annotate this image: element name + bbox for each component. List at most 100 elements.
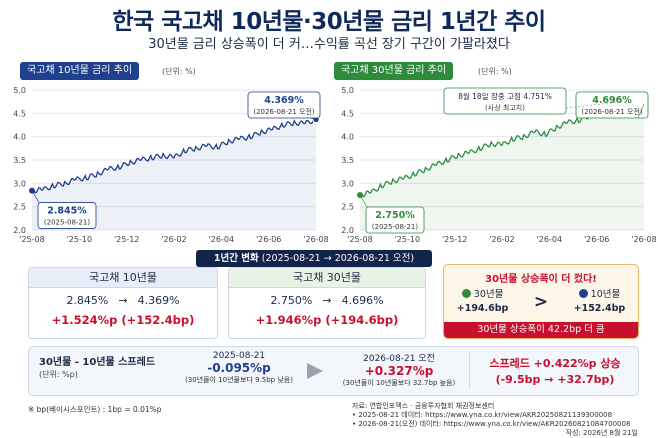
compare-gt: > <box>533 292 549 312</box>
end-annotation-box <box>247 91 321 119</box>
series-area <box>32 119 316 230</box>
spread-date2: 2026-08-21 오전 <box>363 354 435 364</box>
footer-date: 작성: 2026년 8월 21일 <box>565 429 638 437</box>
x-tick-label: '25-08 <box>19 235 44 244</box>
spread-date1: 2025-08-21 <box>212 351 266 361</box>
x-tick-label: '26-02 <box>161 235 186 244</box>
arrow-icon: → <box>118 294 128 307</box>
compare-b10-label: 10년물 <box>590 289 621 300</box>
compare-b30-value: +194.6bp <box>456 303 509 314</box>
spread-result1: 스프레드 +0.422%p 상승 <box>489 357 621 370</box>
y-tick-label: 2.5 <box>13 203 26 212</box>
spread-unit: (단위: %p) <box>39 370 78 379</box>
bond10-box: 국고채 10년물 2.845% → 4.369% +1.524%p (+152.… <box>28 267 218 339</box>
end-annotation-value: 4.369% <box>264 95 304 106</box>
x-tick-label: '26-06 <box>584 235 609 244</box>
compare-b10-value: +152.4bp <box>573 303 626 314</box>
start-leader <box>359 194 369 210</box>
bond10-to: 4.369% <box>137 294 180 307</box>
arrow-right-icon <box>307 363 323 379</box>
spread-note2: (30년물이 10년물보다 32.7bp 높음) <box>342 379 456 387</box>
peak-annotation-box <box>443 87 567 115</box>
series-line <box>31 116 317 194</box>
end-leader <box>637 104 645 119</box>
page-title: 한국 국고채 10년물·30년물 금리 1년간 추이 <box>112 9 546 35</box>
spread-note1: (30년물이 10년물보다 9.5bp 낮음) <box>185 376 293 384</box>
bond30-box-title: 국고채 30년물 <box>229 268 425 288</box>
start-annotation-label: (2025-08-21) <box>372 223 418 231</box>
peak-annotation-value: 8월 18일 장중 고점 4.751% <box>458 91 552 101</box>
footer-source-1: 자료: 연합인포맥스 · 금융투자협회 채권정보센터 <box>352 402 495 410</box>
footer-source-2: • 2025-08-21 데이터: https://www.yna.co.kr/… <box>352 411 613 419</box>
start-annotation-label: (2025-08-21) <box>44 219 90 227</box>
spread-val2: +0.327%p <box>364 364 434 378</box>
compare-footer: 30년물 상승폭이 42.2bp 더 큼 <box>444 322 638 338</box>
x-tick-label: '25-10 <box>67 235 92 244</box>
y-tick-label: 2.0 <box>341 226 354 235</box>
compare-box: 30년물 상승폭이 더 컸다! 30년물 +194.6bp > 10년물 +15… <box>443 264 639 339</box>
bond30-to: 4.696% <box>341 294 384 307</box>
start-annotation-value: 2.845% <box>47 206 87 217</box>
peak-annotation-label: (사상 최고치) <box>485 103 525 112</box>
left-chart-header: 국고채 10년물 금리 추이 <box>20 62 140 80</box>
x-tick-label: '25-10 <box>395 235 420 244</box>
x-tick-label: '25-08 <box>347 235 372 244</box>
compare-title: 30년물 상승폭이 더 컸다! <box>485 274 597 285</box>
y-tick-label: 2.5 <box>341 203 354 212</box>
footer-sources: 자료: 연합인포맥스 · 금융투자협회 채권정보센터 • 2025-08-21 … <box>352 402 630 429</box>
x-tick-label: '26-02 <box>489 235 514 244</box>
y-tick-label: 4.0 <box>13 133 26 142</box>
bond30-from: 2.750% <box>270 294 313 307</box>
y-tick-label: 4.0 <box>341 133 354 142</box>
bond30-pp: +1.946%p <box>255 313 322 327</box>
start-annotation-value: 2.750% <box>375 210 415 221</box>
arrow-icon: → <box>322 294 332 307</box>
leaf-icon <box>461 289 471 298</box>
start-annotation-box <box>365 206 425 234</box>
left-chart-unit: (단위: %) <box>162 67 196 76</box>
bond30-box: 국고채 30년물 2.750% → 4.696% +1.946%p (+194.… <box>228 267 426 339</box>
shield-icon <box>578 289 588 298</box>
y-tick-label: 5.0 <box>13 86 26 95</box>
footer-note: ※ bp(베이시스포인트) : 1bp = 0.01%p <box>28 405 162 414</box>
y-tick-label: 3.0 <box>341 179 354 188</box>
spread-title: 30년물 - 10년물 스프레드 <box>39 357 156 368</box>
page-subtitle: 30년물 금리 상승폭이 더 커…수익률 곡선 장기 구간이 가팔라졌다 <box>148 37 510 52</box>
change-header: 1년간 변화 (2025-08-21 → 2026-08-21 오전) <box>196 250 432 267</box>
x-tick-label: '26-06 <box>256 235 281 244</box>
y-tick-label: 3.5 <box>13 156 26 165</box>
x-tick-label: '26-04 <box>209 235 234 244</box>
chart-10y: 5.0 4.5 4.0 3.5 3.0 2.5 2.0'25-08 '25-10 '25-12 '… <box>13 86 328 244</box>
bond10-from: 2.845% <box>66 294 109 307</box>
y-tick-label: 4.5 <box>341 109 354 118</box>
end-annotation-label: (2026-08-21 오전) <box>253 107 315 116</box>
end-annotation-label: (2026-08-21 오전) <box>581 107 643 116</box>
spread-result2: (-9.5bp → +32.7bp) <box>495 373 615 386</box>
series-area <box>360 101 644 230</box>
bond30-bp: (+194.6bp) <box>325 313 399 327</box>
change-header-period: (2025-08-21 → 2026-08-21 오전) <box>261 253 415 264</box>
y-tick-label: 5.0 <box>341 86 354 95</box>
end-leader <box>309 117 317 120</box>
bond10-box-title: 국고채 10년물 <box>29 268 217 288</box>
x-tick-label: '25-12 <box>442 235 467 244</box>
x-tick-label: '26-08 <box>303 235 328 244</box>
change-header-title: 1년간 변화 <box>213 253 259 264</box>
y-tick-label: 2.0 <box>13 226 26 235</box>
end-annotation-box <box>575 91 649 119</box>
y-tick-label: 4.5 <box>13 109 26 118</box>
chart-30y: 5.0 4.5 4.0 3.5 3.0 2.5 2.0'25-08 '25-10 '25-12 '… <box>341 86 656 244</box>
bond10-bp: (+152.4bp) <box>121 313 195 327</box>
end-annotation-value: 4.696% <box>592 95 632 106</box>
x-tick-label: '26-08 <box>631 235 656 244</box>
x-tick-label: '26-04 <box>537 235 562 244</box>
y-tick-label: 3.0 <box>13 179 26 188</box>
x-tick-label: '25-12 <box>114 235 139 244</box>
start-annotation-box <box>37 202 97 229</box>
compare-b30-label: 30년물 <box>473 289 504 300</box>
right-chart-header: 국고채 30년물 금리 추이 <box>334 62 454 80</box>
bond10-pp: +1.524%p <box>51 313 118 327</box>
divider <box>469 353 470 389</box>
right-chart-unit: (단위: %) <box>478 67 512 76</box>
spread-box: 30년물 - 10년물 스프레드 (단위: %p) 2025-08-21 -0.… <box>28 346 639 396</box>
